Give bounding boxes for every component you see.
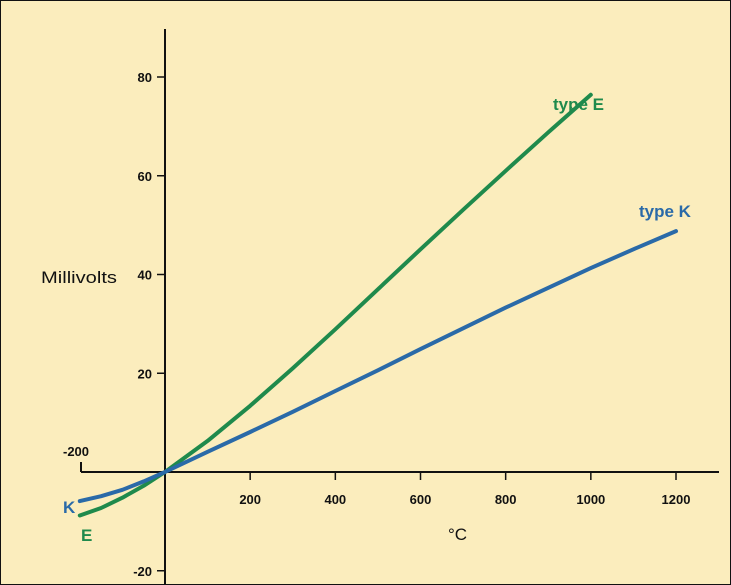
x-tick-label: 1200 [662, 492, 691, 507]
series-line-type-k [77, 229, 678, 504]
x-tick-label: 400 [324, 492, 346, 507]
series-start-label: E [81, 526, 92, 545]
series-end-label: type K [639, 202, 692, 221]
y-axis-ticks: -20 20 40 60 80 [133, 70, 165, 579]
series-start-label: K [63, 498, 76, 517]
y-axis-title: Millivolts [41, 268, 117, 287]
series-end-label: type E [553, 95, 604, 114]
x-tick-label: 1000 [576, 492, 605, 507]
y-tick-label: 20 [138, 366, 152, 381]
y-tick-label: 40 [138, 268, 152, 283]
x-tick-label: 200 [239, 492, 261, 507]
x-tick-label: 600 [410, 492, 432, 507]
y-tick-label: 80 [138, 70, 152, 85]
y-tick-label: 60 [138, 169, 152, 184]
x-axis-min-tick-label: -200 [63, 444, 89, 459]
series-line-type-e [77, 92, 593, 518]
x-axis-title: °C [448, 525, 467, 544]
x-axis-ticks: 200 400 600 800 1000 1200 [239, 472, 690, 507]
x-tick-label: 800 [495, 492, 517, 507]
y-tick-label: -20 [133, 564, 152, 579]
